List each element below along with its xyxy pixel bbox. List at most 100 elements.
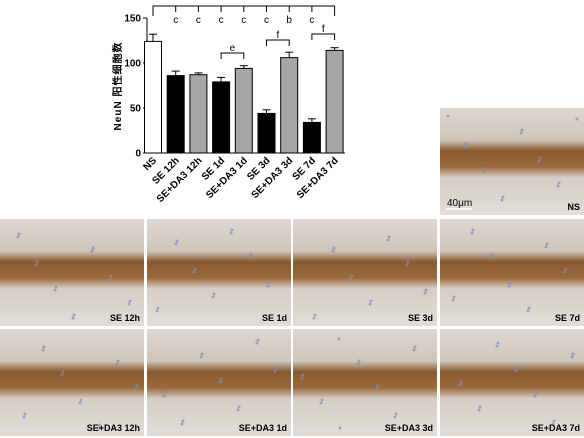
scale-bar-label: 40μm [447, 198, 472, 209]
cell-dot [22, 415, 26, 419]
micrograph [440, 219, 584, 326]
bar [212, 81, 231, 154]
bar [280, 57, 299, 154]
cell-dot [394, 412, 398, 416]
cell-dot [452, 295, 456, 299]
cell-dot [237, 405, 241, 409]
cell-dot [192, 270, 196, 274]
cell-dot [478, 405, 482, 409]
sig-letter: e [230, 43, 236, 54]
cell-dot [537, 159, 541, 163]
cell-dot [255, 341, 259, 345]
micrograph [293, 329, 437, 436]
cell-dot [91, 246, 95, 250]
cell-dot [116, 359, 120, 363]
cell-dot [319, 401, 323, 405]
cell-dot [332, 246, 336, 250]
cell-dot [61, 370, 65, 374]
panel-label: SE+DA3 12h [87, 423, 140, 433]
cell-dot [313, 313, 317, 317]
panel-label: SE+DA3 7d [532, 423, 580, 433]
cell-dot [387, 235, 391, 239]
cell-dot [134, 387, 138, 391]
pair-bracket [311, 33, 336, 40]
cell-dot [459, 380, 463, 384]
cell-dot [495, 344, 499, 348]
cell-dot [60, 373, 64, 377]
cell-dot [115, 362, 119, 366]
cell-dot [527, 306, 531, 310]
panel-label: SE 12h [110, 313, 140, 323]
cell-dot [515, 366, 519, 370]
cell-dot [544, 245, 548, 249]
pair-bracket [266, 39, 290, 46]
cell-dot [369, 299, 373, 303]
cell-dot [489, 256, 493, 260]
sig-letter: c [219, 15, 224, 26]
sig-letter: c [173, 15, 178, 26]
cell-dot [490, 253, 494, 257]
cell-dot [41, 348, 45, 352]
panel-label: SE 3d [408, 313, 433, 323]
cell-dot [349, 277, 353, 281]
micrograph [0, 329, 144, 436]
cell-dot [571, 352, 575, 356]
cell-dot [98, 423, 102, 427]
bar [234, 67, 253, 154]
cell-dot [556, 184, 560, 188]
cell-dot [446, 114, 450, 118]
cell-dot [514, 369, 518, 373]
panel-label: NS [567, 202, 580, 212]
panel-label: SE 1d [262, 313, 287, 323]
cell-dot [16, 235, 20, 239]
cell-dot [424, 288, 428, 292]
cell-dot [174, 242, 178, 246]
cell-dot [477, 408, 481, 412]
panel-label: SE 7d [555, 313, 580, 323]
cell-dot [300, 376, 304, 380]
cell-dot [508, 281, 512, 285]
y-tick-label: 100 [124, 59, 141, 70]
pair-bracket [220, 52, 245, 59]
cell-dot [230, 228, 234, 232]
micrograph [440, 329, 584, 436]
cell-dot [53, 288, 57, 292]
cell-dot [331, 249, 335, 253]
bar [144, 40, 162, 154]
cell-dot [338, 426, 342, 430]
cell-dot [211, 295, 215, 299]
cell-dot [135, 384, 139, 388]
sig-letter: c [264, 15, 269, 26]
cell-dot [229, 231, 233, 235]
cell-dot [155, 309, 159, 313]
cell-dot [551, 422, 555, 426]
cell-dot [337, 337, 341, 341]
cell-dot [218, 380, 222, 384]
sig-letter: c [196, 15, 201, 26]
cell-dot [564, 267, 568, 271]
cell-dot [181, 419, 185, 423]
cell-dot [127, 302, 131, 306]
cell-dot [312, 316, 316, 320]
cell-dot [451, 298, 455, 302]
micrograph [293, 219, 437, 326]
cell-dot [199, 355, 203, 359]
y-tick-label: 150 [124, 14, 141, 25]
cell-dot [538, 156, 542, 160]
micrograph [440, 108, 584, 215]
cell-dot [266, 284, 270, 288]
cell-dot [405, 263, 409, 267]
x-tick-label: NS [142, 155, 160, 173]
sig-letter: c [309, 15, 314, 26]
cell-dot [552, 419, 556, 423]
cell-dot [534, 391, 538, 395]
cell-dot [350, 274, 354, 278]
cell-dot [482, 170, 486, 174]
cell-dot [256, 338, 260, 342]
bar [166, 75, 185, 154]
cell-dot [90, 249, 94, 253]
cell-dot [72, 313, 76, 317]
cell-dot [557, 181, 561, 185]
cell-dot [156, 306, 160, 310]
